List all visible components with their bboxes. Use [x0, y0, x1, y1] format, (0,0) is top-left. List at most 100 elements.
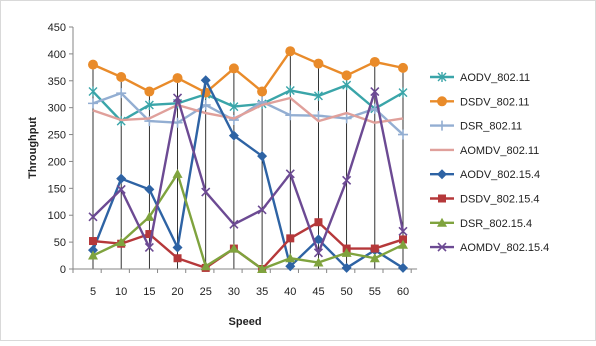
series-aodv-802-15-4-point-40 — [285, 261, 296, 272]
x-tick-label-25: 25 — [200, 286, 212, 298]
series-dsr-802-11-point-45 — [313, 110, 324, 121]
series-dsr-802-15-4-line — [92, 172, 404, 271]
legend-item-aodv-802-11-marker-shape — [437, 72, 447, 82]
series-dsr-802-15-4 — [88, 168, 408, 273]
series-aodv-802-15-4-point-45 — [313, 234, 324, 245]
series-aomdv-802-15-4-point-20 — [172, 93, 183, 103]
series-dsr-802-11-point-45-shape — [313, 110, 324, 121]
x-tick-label-10: 10 — [115, 286, 127, 298]
series-dsdv-802-15-4-point-45 — [314, 218, 323, 227]
series-dsr-802-15-4-point-15 — [144, 211, 155, 221]
series-dsdv-802-11-point-55 — [369, 56, 380, 67]
series-dsr-802-15-4-point-60 — [398, 239, 408, 249]
series-aodv-802-15-4-point-5 — [88, 245, 98, 256]
series-dsdv-802-11-point-40 — [285, 46, 296, 57]
legend-item-dsr-802-11-label: DSR_802.11 — [460, 121, 522, 133]
series-aodv-802-15-4-point-50-shape — [341, 262, 352, 273]
series-dsdv-802-11-point-20 — [172, 73, 183, 84]
x-tick-label-20: 20 — [171, 286, 183, 298]
series-aodv-802-11-point-40 — [285, 85, 295, 96]
legend-item-dsr-802-11: DSR_802.11 — [430, 120, 522, 133]
series-dsr-802-11-point-60 — [398, 129, 408, 140]
series-dsdv-802-11 — [88, 46, 408, 98]
y-tick-label-250: 250 — [48, 130, 66, 142]
legend-item-dsdv-802-15-4-label: DSDV_802.15.4 — [460, 194, 540, 206]
legend-item-dsdv-802-11-marker-shape — [437, 96, 447, 107]
series-dsr-802-15-4-point-5 — [88, 250, 98, 260]
series-aodv-802-11-point-40-shape — [285, 85, 295, 96]
series-dsr-802-15-4-point-60-shape — [398, 239, 408, 249]
series-aodv-802-15-4-point-20-shape — [172, 242, 183, 253]
series-aomdv-802-15-4-point-55 — [370, 86, 380, 97]
series-dsr-802-15-4-point-20-shape — [172, 168, 183, 178]
series-aomdv-802-11 — [92, 96, 404, 124]
series-aodv-802-11-point-60 — [398, 87, 408, 98]
series-dsdv-802-15-4-point-15 — [145, 230, 154, 239]
series-aodv-802-11-point-45-shape — [313, 90, 323, 101]
series-aomdv-802-15-4-point-30 — [229, 219, 239, 229]
series-dsdv-802-11-point-60-shape — [398, 62, 408, 73]
series-dsr-802-11-point-10-shape — [116, 88, 127, 99]
series-dsdv-802-15-4-point-55 — [370, 244, 379, 253]
series-aodv-802-15-4-point-25-shape — [200, 75, 211, 86]
series-aodv-802-15-4-point-30 — [228, 130, 239, 141]
series-dsr-802-11-point-5-shape — [88, 98, 98, 109]
series-dsdv-802-15-4-point-20 — [173, 254, 182, 263]
series-aodv-802-11-point-50 — [342, 80, 352, 91]
series-aodv-802-15-4-point-10 — [116, 173, 127, 184]
series-dsdv-802-11-point-35 — [257, 86, 268, 97]
series-aodv-802-15-4-point-30-shape — [228, 130, 239, 141]
series-dsdv-802-11-point-15 — [144, 86, 155, 97]
series-dsdv-802-11-point-60 — [398, 62, 408, 73]
series-aomdv-802-15-4-point-10-shape — [116, 184, 126, 194]
series-aomdv-802-15-4-point-35 — [257, 205, 267, 215]
series-aomdv-802-15-4-point-15-shape — [144, 242, 154, 253]
series-dsr-802-11-point-30-shape — [228, 115, 239, 126]
series-dsdv-802-15-4-point-15-shape — [145, 230, 154, 239]
series-aomdv-802-15-4-point-25 — [201, 187, 211, 197]
legend: AODV_802.11 DSDV_802.11 DSR_802.11 AOMDV_80… — [430, 72, 549, 254]
legend-item-aodv-802-11: AODV_802.11 — [430, 72, 530, 84]
series-dsdv-802-11-point-10 — [116, 72, 127, 83]
series-aomdv-802-11-line — [92, 96, 404, 124]
legend-item-aomdv-802-15-4-marker — [437, 242, 447, 252]
series-aodv-802-11-point-50-shape — [342, 80, 352, 91]
y-tick-label-450: 450 — [48, 22, 66, 34]
series-aodv-802-11-point-30 — [229, 101, 239, 112]
series-dsdv-802-15-4-point-60 — [399, 235, 407, 244]
series-aodv-802-15-4-point-15-shape — [144, 184, 155, 195]
series-aomdv-802-15-4-point-5 — [88, 212, 98, 222]
series-aodv-802-11-point-5-shape — [88, 86, 98, 97]
legend-item-dsdv-802-11-marker — [437, 96, 447, 107]
series-aomdv-802-15-4-line — [92, 90, 405, 255]
series-aomdv-802-15-4-point-10 — [116, 184, 126, 194]
legend-item-aodv-802-15-4-marker-shape — [437, 169, 447, 180]
series-dsr-802-11-point-30 — [228, 115, 239, 126]
y-tick-label-350: 350 — [48, 76, 66, 88]
series-group — [88, 46, 408, 273]
series-dsr-802-15-4-point-45 — [313, 257, 324, 267]
series-dsr-802-11-point-60-shape — [398, 129, 408, 140]
legend-item-aomdv-802-11-label: AOMDV_802.11 — [460, 145, 539, 157]
series-dsdv-802-11-point-15-shape — [144, 86, 155, 97]
series-dsdv-802-11-point-45-shape — [313, 58, 324, 69]
legend-item-dsdv-802-15-4-marker — [438, 194, 446, 203]
series-dsr-802-15-4-point-10 — [116, 237, 127, 247]
series-aodv-802-15-4-point-35-shape — [257, 151, 268, 162]
series-aodv-802-15-4 — [88, 75, 408, 273]
axes: 0 50 100 150 200 250 300 350 400 450 5 10 15 20 25 30 35… — [48, 22, 418, 298]
series-aodv-802-11-point-5 — [88, 86, 98, 97]
legend-item-dsr-802-11-marker-shape — [437, 120, 447, 131]
series-dsdv-802-15-4-point-60-shape — [399, 235, 407, 244]
series-aomdv-802-15-4-point-50-shape — [342, 175, 352, 185]
legend-item-aodv-802-11-label: AODV_802.11 — [460, 72, 530, 84]
series-aodv-802-15-4-point-15 — [144, 184, 155, 195]
legend-item-dsdv-802-11: DSDV_802.11 — [430, 96, 530, 108]
series-aomdv-802-15-4-point-40 — [285, 169, 295, 179]
series-aomdv-802-15-4-point-50 — [342, 175, 352, 185]
series-dsr-802-15-4-point-30-shape — [228, 243, 239, 253]
x-tick-label-5: 5 — [90, 286, 96, 298]
legend-item-aomdv-802-11: AOMDV_802.11 — [430, 145, 539, 157]
